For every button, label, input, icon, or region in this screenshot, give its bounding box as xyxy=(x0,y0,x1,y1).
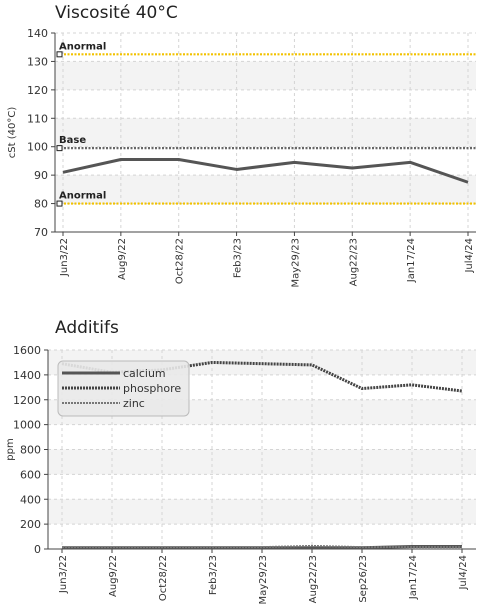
legend-label: phosphore xyxy=(123,382,181,395)
y-tick-label: 200 xyxy=(20,518,41,531)
y-tick-label: 120 xyxy=(27,84,48,97)
plot-band xyxy=(55,118,476,147)
viscosity-chart-panel: Viscosité 40°C 70 80 90 100 110 120 130 140 Jun3… xyxy=(0,0,480,300)
x-tick-label: Jul4/24 xyxy=(458,555,469,591)
y-tick-label: 1000 xyxy=(13,419,41,432)
additives-chart-panel: Additifs 0 200 400 600 800 1000 1200 1400 1600 Ju… xyxy=(0,311,480,611)
series-line xyxy=(62,158,469,184)
x-tick-label: Feb3/23 xyxy=(233,238,244,278)
x-tick-label: Oct28/22 xyxy=(158,555,169,601)
series-line xyxy=(62,544,462,549)
x-tick-label: Jan17/24 xyxy=(408,555,419,600)
x-tick-label: Sep26/23 xyxy=(358,555,369,603)
y-axis-label: cSt (40°C) xyxy=(7,107,18,159)
y-tick-label: 80 xyxy=(34,198,48,211)
viscosity-chart-title: Viscosité 40°C xyxy=(55,3,178,23)
plot-band xyxy=(55,61,476,90)
reference-line-label: Anormal xyxy=(59,41,106,52)
x-tick-label: May29/23 xyxy=(258,555,269,605)
x-tick-label: Feb3/23 xyxy=(208,555,219,595)
x-tick-label: Jun3/22 xyxy=(59,238,70,277)
additives-chart: 0 200 400 600 800 1000 1200 1400 1600 Jun3/22 Aug9… xyxy=(5,344,476,605)
y-tick-label: 100 xyxy=(27,141,48,154)
x-tick-label: Jun3/22 xyxy=(58,555,69,594)
y-tick-label: 110 xyxy=(27,112,48,125)
additives-chart-title: Additifs xyxy=(55,318,119,338)
y-axis-label: ppm xyxy=(5,438,16,460)
y-tick-label: 0 xyxy=(34,543,41,556)
reference-marker xyxy=(56,51,63,58)
y-tick-label: 130 xyxy=(27,55,48,68)
x-tick-label: May29/23 xyxy=(290,238,301,288)
y-tick-label: 800 xyxy=(20,444,41,457)
reference-marker xyxy=(56,200,63,207)
x-tick-label: Jan17/24 xyxy=(406,238,417,283)
reference-line-label: Base xyxy=(59,135,86,146)
y-tick-label: 1200 xyxy=(13,394,41,407)
y-tick-label: 90 xyxy=(34,169,48,182)
x-tick-label: Aug22/23 xyxy=(308,555,319,603)
x-tick-label: Jul4/24 xyxy=(464,238,475,274)
y-tick-label: 400 xyxy=(20,493,41,506)
y-tick-label: 140 xyxy=(27,27,48,40)
x-tick-label: Aug22/23 xyxy=(348,238,359,286)
y-tick-label: 1600 xyxy=(13,344,41,357)
reference-marker xyxy=(56,145,63,152)
x-tick-label: Aug9/22 xyxy=(108,555,119,597)
viscosity-chart: 70 80 90 100 110 120 130 140 Jun3/22 Aug9/22 Oct28… xyxy=(7,27,476,288)
plot-band xyxy=(55,175,476,204)
y-tick-label: 1400 xyxy=(13,369,41,382)
chart-legend: calcium phosphore zinc xyxy=(57,360,190,417)
legend-label: calcium xyxy=(123,367,166,380)
x-tick-label: Aug9/22 xyxy=(117,238,128,280)
x-tick-label: Oct28/22 xyxy=(175,238,186,284)
y-tick-label: 70 xyxy=(34,226,48,239)
reference-line-label: Anormal xyxy=(59,191,106,202)
y-tick-label: 600 xyxy=(20,468,41,481)
legend-label: zinc xyxy=(123,397,145,410)
